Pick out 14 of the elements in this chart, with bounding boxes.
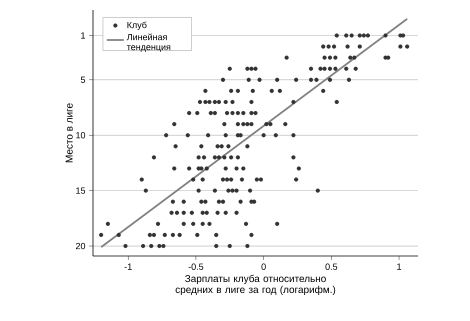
legend-label: Линейная тенденция xyxy=(126,34,170,52)
y-tick-label: 15 xyxy=(76,187,86,194)
y-tick-label: 20 xyxy=(76,242,86,250)
x-axis-title: Зарплаты клуба относительно средних в лиге за год (логарифм.) xyxy=(176,274,336,296)
x-tick-label: 0.5 xyxy=(325,264,338,270)
x-tick-label: 0 xyxy=(261,264,266,270)
y-axis-title: Место в лиге xyxy=(66,103,73,162)
x-tick-label: -0.5 xyxy=(188,264,204,270)
y-tick-label: 1 xyxy=(81,32,86,39)
y-tick-label: 5 xyxy=(80,76,86,83)
x-tick-label: 1 xyxy=(397,264,402,270)
legend-label: Клуб xyxy=(127,22,147,30)
y-tick-label: 10 xyxy=(76,132,86,138)
x-tick-label: -1 xyxy=(124,264,132,270)
